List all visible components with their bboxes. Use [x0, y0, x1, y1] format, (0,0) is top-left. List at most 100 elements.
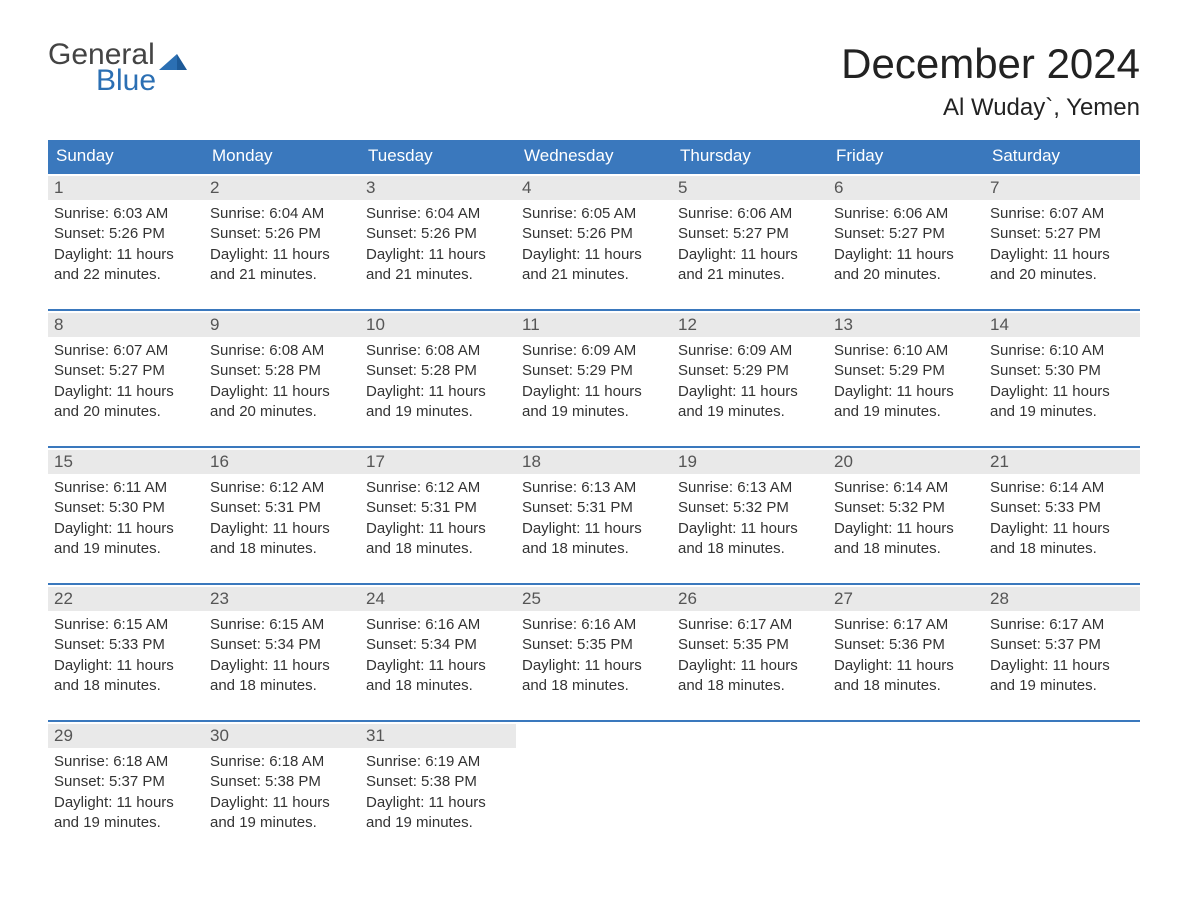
day-info: Sunrise: 6:08 AMSunset: 5:28 PMDaylight:…: [210, 341, 354, 422]
day-number: 16: [204, 450, 360, 474]
day-info: Sunrise: 6:17 AMSunset: 5:37 PMDaylight:…: [990, 615, 1134, 696]
sunset-line: Sunset: 5:30 PM: [990, 361, 1134, 381]
day-info: Sunrise: 6:07 AMSunset: 5:27 PMDaylight:…: [54, 341, 198, 422]
calendar-day-cell: 4Sunrise: 6:05 AMSunset: 5:26 PMDaylight…: [516, 174, 672, 295]
calendar-day-cell: [672, 722, 828, 843]
sunrise-line: Sunrise: 6:11 AM: [54, 478, 198, 498]
day-info: Sunrise: 6:12 AMSunset: 5:31 PMDaylight:…: [366, 478, 510, 559]
day-number: 28: [984, 587, 1140, 611]
logo-word-blue: Blue: [96, 66, 187, 96]
calendar-day-cell: 8Sunrise: 6:07 AMSunset: 5:27 PMDaylight…: [48, 311, 204, 432]
calendar-week: 22Sunrise: 6:15 AMSunset: 5:33 PMDayligh…: [48, 583, 1140, 706]
day-number: 1: [48, 176, 204, 200]
daylight-line: Daylight: 11 hours and 19 minutes.: [834, 382, 978, 423]
day-number: 2: [204, 176, 360, 200]
day-number: 22: [48, 587, 204, 611]
sunrise-line: Sunrise: 6:13 AM: [522, 478, 666, 498]
calendar-day-cell: 22 Sunrise: 6:15 AMSunset: 5:33 PMDayligh…: [48, 585, 204, 706]
sunrise-line: Sunrise: 6:17 AM: [990, 615, 1134, 635]
daylight-line: Daylight: 11 hours and 22 minutes.: [54, 245, 198, 286]
daylight-line: Daylight: 11 hours and 18 minutes.: [522, 519, 666, 560]
day-info: Sunrise: 6:18 AMSunset: 5:37 PMDaylight:…: [54, 752, 198, 833]
day-number: 20: [828, 450, 984, 474]
day-info: Sunrise: 6:13 AMSunset: 5:31 PMDaylight:…: [522, 478, 666, 559]
daylight-line: Daylight: 11 hours and 18 minutes.: [366, 519, 510, 560]
day-info: Sunrise: 6:11 AMSunset: 5:30 PMDaylight:…: [54, 478, 198, 559]
day-number: 24: [360, 587, 516, 611]
day-info: Sunrise: 6:17 AMSunset: 5:35 PMDaylight:…: [678, 615, 822, 696]
day-number: 14: [984, 313, 1140, 337]
weekday-header-row: SundayMondayTuesdayWednesdayThursdayFrid…: [48, 140, 1140, 172]
day-info: Sunrise: 6:09 AMSunset: 5:29 PMDaylight:…: [522, 341, 666, 422]
sunset-line: Sunset: 5:35 PM: [678, 635, 822, 655]
sunrise-line: Sunrise: 6:13 AM: [678, 478, 822, 498]
sunrise-line: Sunrise: 6:15 AM: [210, 615, 354, 635]
daylight-line: Daylight: 11 hours and 21 minutes.: [678, 245, 822, 286]
sunset-line: Sunset: 5:32 PM: [678, 498, 822, 518]
calendar-day-cell: 2 Sunrise: 6:04 AMSunset: 5:26 PMDaylight…: [204, 174, 360, 295]
day-info: Sunrise: 6:06 AMSunset: 5:27 PMDaylight:…: [678, 204, 822, 285]
sunset-line: Sunset: 5:28 PM: [366, 361, 510, 381]
daylight-line: Daylight: 11 hours and 19 minutes.: [522, 382, 666, 423]
sunrise-line: Sunrise: 6:19 AM: [366, 752, 510, 772]
day-number: [516, 724, 672, 748]
sunrise-line: Sunrise: 6:14 AM: [834, 478, 978, 498]
sunset-line: Sunset: 5:34 PM: [366, 635, 510, 655]
daylight-line: Daylight: 11 hours and 19 minutes.: [366, 382, 510, 423]
day-number: 13: [828, 313, 984, 337]
calendar: SundayMondayTuesdayWednesdayThursdayFrid…: [48, 140, 1140, 843]
sunset-line: Sunset: 5:31 PM: [366, 498, 510, 518]
sunrise-line: Sunrise: 6:18 AM: [54, 752, 198, 772]
sunset-line: Sunset: 5:28 PM: [210, 361, 354, 381]
daylight-line: Daylight: 11 hours and 19 minutes.: [54, 793, 198, 834]
day-number: 18: [516, 450, 672, 474]
day-number: [828, 724, 984, 748]
daylight-line: Daylight: 11 hours and 18 minutes.: [54, 656, 198, 697]
sunset-line: Sunset: 5:27 PM: [678, 224, 822, 244]
daylight-line: Daylight: 11 hours and 18 minutes.: [678, 519, 822, 560]
daylight-line: Daylight: 11 hours and 21 minutes.: [366, 245, 510, 286]
daylight-line: Daylight: 11 hours and 21 minutes.: [210, 245, 354, 286]
day-info: Sunrise: 6:15 AMSunset: 5:33 PMDaylight:…: [54, 615, 198, 696]
sunset-line: Sunset: 5:26 PM: [210, 224, 354, 244]
sunrise-line: Sunrise: 6:04 AM: [210, 204, 354, 224]
day-info: Sunrise: 6:10 AMSunset: 5:30 PMDaylight:…: [990, 341, 1134, 422]
day-info: Sunrise: 6:16 AMSunset: 5:34 PMDaylight:…: [366, 615, 510, 696]
daylight-line: Daylight: 11 hours and 20 minutes.: [210, 382, 354, 423]
weekday-header: Friday: [828, 140, 984, 172]
calendar-day-cell: 6Sunrise: 6:06 AMSunset: 5:27 PMDaylight…: [828, 174, 984, 295]
sunset-line: Sunset: 5:37 PM: [990, 635, 1134, 655]
day-number: 9: [204, 313, 360, 337]
daylight-line: Daylight: 11 hours and 20 minutes.: [990, 245, 1134, 286]
sunset-line: Sunset: 5:27 PM: [54, 361, 198, 381]
sunset-line: Sunset: 5:31 PM: [522, 498, 666, 518]
sunset-line: Sunset: 5:33 PM: [54, 635, 198, 655]
day-number: 3: [360, 176, 516, 200]
sunrise-line: Sunrise: 6:16 AM: [522, 615, 666, 635]
logo-triangle-icon: [159, 50, 187, 70]
daylight-line: Daylight: 11 hours and 18 minutes.: [990, 519, 1134, 560]
day-info: Sunrise: 6:10 AMSunset: 5:29 PMDaylight:…: [834, 341, 978, 422]
calendar-day-cell: 14 Sunrise: 6:10 AMSunset: 5:30 PMDayligh…: [984, 311, 1140, 432]
calendar-day-cell: 26Sunrise: 6:17 AMSunset: 5:35 PMDayligh…: [672, 585, 828, 706]
day-number: 7: [984, 176, 1140, 200]
sunset-line: Sunset: 5:26 PM: [522, 224, 666, 244]
sunrise-line: Sunrise: 6:06 AM: [678, 204, 822, 224]
day-info: Sunrise: 6:15 AMSunset: 5:34 PMDaylight:…: [210, 615, 354, 696]
day-number: 6: [828, 176, 984, 200]
day-info: Sunrise: 6:13 AMSunset: 5:32 PMDaylight:…: [678, 478, 822, 559]
sunset-line: Sunset: 5:32 PM: [834, 498, 978, 518]
title-block: December 2024 Al Wuday`, Yemen: [841, 40, 1140, 122]
calendar-day-cell: 12Sunrise: 6:09 AMSunset: 5:29 PMDayligh…: [672, 311, 828, 432]
sunrise-line: Sunrise: 6:12 AM: [366, 478, 510, 498]
calendar-day-cell: 19Sunrise: 6:13 AMSunset: 5:32 PMDayligh…: [672, 448, 828, 569]
daylight-line: Daylight: 11 hours and 19 minutes.: [678, 382, 822, 423]
calendar-day-cell: 31Sunrise: 6:19 AMSunset: 5:38 PMDayligh…: [360, 722, 516, 843]
day-info: Sunrise: 6:08 AMSunset: 5:28 PMDaylight:…: [366, 341, 510, 422]
sunset-line: Sunset: 5:33 PM: [990, 498, 1134, 518]
day-number: 31: [360, 724, 516, 748]
month-title: December 2024: [841, 40, 1140, 88]
calendar-day-cell: 18 Sunrise: 6:13 AMSunset: 5:31 PMDayligh…: [516, 448, 672, 569]
sunrise-line: Sunrise: 6:14 AM: [990, 478, 1134, 498]
calendar-day-cell: [828, 722, 984, 843]
